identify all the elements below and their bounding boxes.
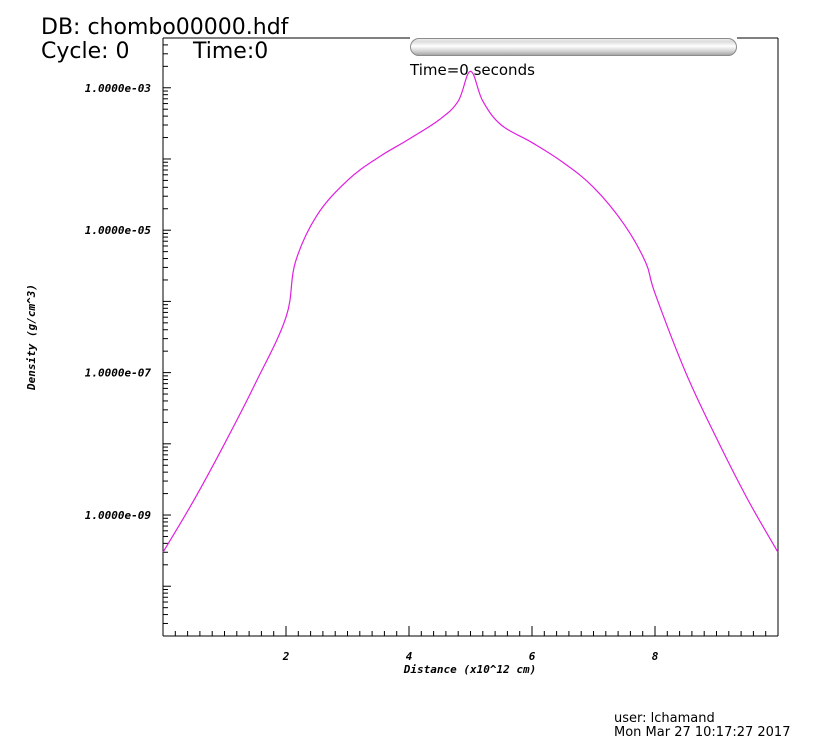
y-tick-label: 1.0000e-09: [85, 509, 152, 522]
y-axis-label: Density (g/cm^3): [25, 284, 38, 391]
ticks-group: [163, 37, 767, 637]
x-tick-label: 2: [282, 650, 290, 663]
y-tick-label: 1.0000e-07: [85, 367, 152, 380]
footer-date: Mon Mar 27 10:17:27 2017: [614, 725, 791, 740]
cycle-label: Cycle: 0: [41, 39, 130, 64]
x-tick-label: 4: [406, 650, 413, 663]
x-axis-label: Distance (x10^12 cm): [403, 663, 536, 676]
x-tick-label: 8: [652, 650, 659, 663]
footer-user: user: lchamand: [614, 711, 715, 726]
y-tick-label: 1.0000e-03: [85, 82, 152, 95]
time-seconds-label: Time=0 seconds: [410, 61, 535, 79]
time-slider[interactable]: [410, 38, 737, 56]
time-label: Time:0: [193, 39, 269, 64]
tick-labels-group: 2 4 6 8 1.0000e-09 1.0000e-07 1.0000e-05 1.0000…: [85, 82, 659, 663]
density-series-line: [162, 70, 779, 553]
x-tick-label: 6: [529, 650, 536, 663]
y-tick-label: 1.0000e-05: [85, 224, 152, 237]
database-title: DB: chombo00000.hdf: [41, 15, 289, 40]
